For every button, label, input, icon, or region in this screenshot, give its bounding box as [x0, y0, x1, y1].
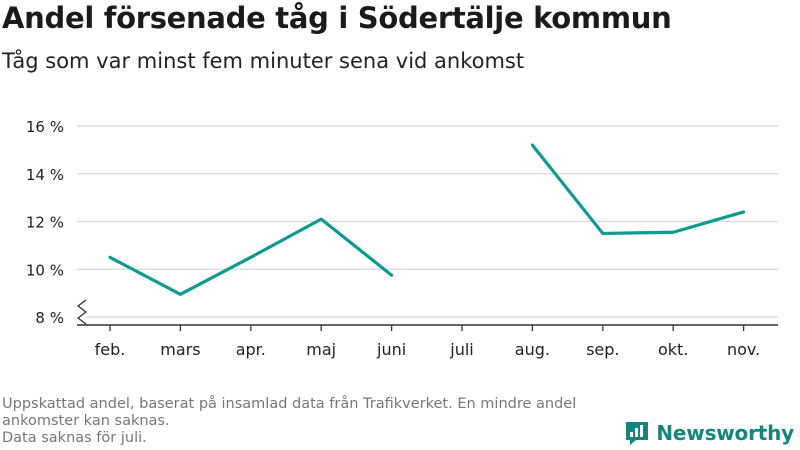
brand-logo-block: Newsworthy	[624, 420, 794, 446]
series-line-segment	[530, 143, 746, 236]
chart-subtitle: Tåg som var minst fem minuter sena vid a…	[2, 49, 525, 73]
y-tick-label: 16 %	[26, 118, 64, 136]
y-tick-label: 8 %	[35, 309, 64, 327]
brand-name: Newsworthy	[656, 421, 794, 445]
series-line-segment	[108, 217, 394, 296]
footnote-missing-data: Data saknas för juli.	[2, 430, 147, 446]
chart-title: Andel försenade tåg i Södertälje kommun	[2, 1, 672, 35]
y-tick-label: 14 %	[26, 166, 64, 184]
chart-footnote: Uppskattad andel, baserat på insamlad da…	[2, 396, 642, 447]
footnote-source: Uppskattad andel, baserat på insamlad da…	[2, 396, 577, 429]
x-tick-label: apr.	[236, 340, 266, 359]
x-tick-label: nov.	[727, 340, 760, 359]
y-tick-label: 10 %	[26, 261, 64, 279]
x-tick-label: feb.	[95, 340, 126, 359]
x-tick-label: juni	[376, 340, 406, 359]
x-tick-label: aug.	[515, 340, 550, 359]
x-tick-label: mars	[160, 340, 200, 359]
x-tick-label: juli	[449, 340, 473, 359]
bar-chart-flag-icon	[626, 422, 649, 445]
x-tick-label: sep.	[586, 340, 619, 359]
y-tick-label: 12 %	[26, 214, 64, 232]
x-tick-label: okt.	[658, 340, 688, 359]
x-tick-label: maj	[306, 340, 336, 359]
axis-break-marker	[76, 299, 88, 325]
